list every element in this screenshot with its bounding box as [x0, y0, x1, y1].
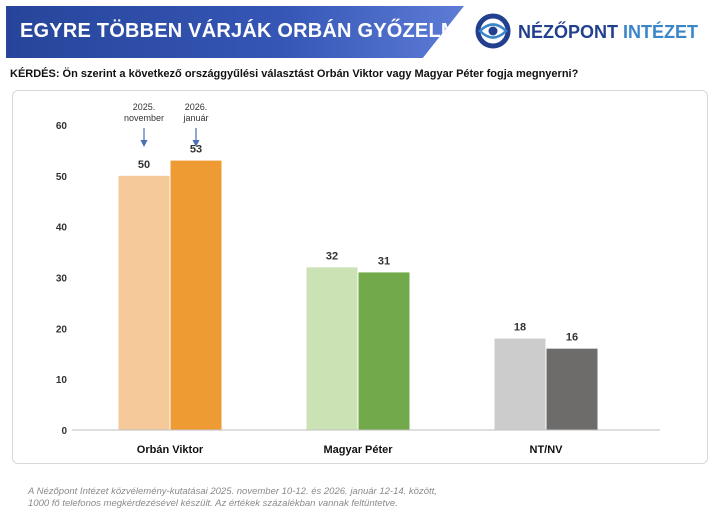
survey-question: KÉRDÉS: Ön szerint a következő országgyű…	[10, 68, 579, 80]
data-label: 31	[378, 255, 390, 267]
bar	[118, 175, 170, 430]
x-tick-label: NT/NV	[530, 444, 564, 456]
y-tick-label: 50	[56, 172, 68, 183]
bar	[494, 338, 546, 430]
nezopont-logo-icon	[475, 13, 511, 49]
data-label: 16	[566, 332, 578, 344]
series-annotation-label: január	[182, 113, 208, 123]
footnote-line-2: 1000 fő telefonos megkérdezésével készül…	[28, 498, 398, 509]
data-label: 53	[190, 144, 202, 156]
title-banner: EGYRE TÖBBEN VÁRJÁK ORBÁN GYŐZELMÉT	[6, 6, 464, 58]
annotation-arrow-head	[192, 140, 200, 147]
y-tick-label: 40	[56, 223, 68, 234]
series-annotation-label: 2025.	[133, 102, 156, 112]
series-annotation-label: 2026.	[185, 102, 208, 112]
x-tick-label: Orbán Viktor	[137, 444, 204, 456]
y-tick-label: 20	[56, 324, 68, 335]
bar	[358, 272, 410, 430]
bar	[546, 348, 598, 430]
bar	[306, 267, 358, 430]
annotation-arrow-head	[140, 140, 148, 147]
y-tick-label: 0	[61, 426, 67, 437]
footnote: A Nézőpont Intézet közvélemény-kutatásai…	[28, 486, 448, 510]
data-label: 50	[138, 159, 150, 171]
bar-chart: 0 10 20 30 40 50 60 50 53 Orbán Viktor 32 31 Magyar …	[56, 102, 660, 456]
page-title: EGYRE TÖBBEN VÁRJÁK ORBÁN GYŐZELMÉT	[20, 20, 484, 42]
footnote-line-1: A Nézőpont Intézet közvélemény-kutatásai…	[28, 486, 437, 497]
bar	[170, 160, 222, 430]
logo-institute: INTÉZET	[623, 22, 699, 42]
logo-name: NÉZŐPONT	[518, 22, 619, 42]
y-tick-label: 10	[56, 375, 68, 386]
x-tick-label: Magyar Péter	[323, 444, 393, 456]
logo: NÉZŐPONT INTÉZET	[474, 12, 704, 52]
data-label: 32	[326, 250, 338, 262]
logo-text: NÉZŐPONT INTÉZET	[518, 22, 698, 43]
data-label: 18	[514, 322, 526, 334]
series-annotation-label: november	[124, 113, 164, 123]
y-tick-label: 30	[56, 274, 68, 285]
y-tick-label: 60	[56, 121, 68, 132]
